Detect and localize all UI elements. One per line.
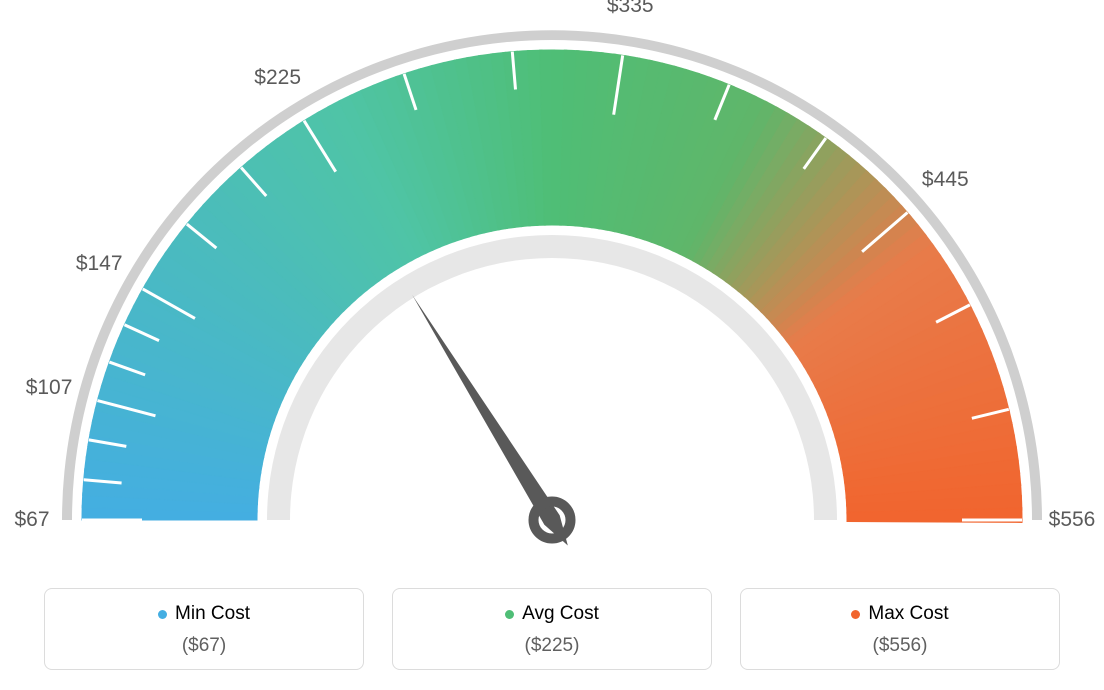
legend-value-min: ($67) (55, 635, 353, 657)
legend-title-text: Min Cost (175, 603, 250, 625)
gauge-tick-label: $107 (26, 376, 73, 400)
legend-title-max: Max Cost (851, 603, 948, 625)
gauge-tick-label: $556 (1049, 508, 1096, 532)
legend-value-max: ($556) (751, 635, 1049, 657)
gauge-tick-label: $67 (14, 508, 49, 532)
legend-title-text: Max Cost (868, 603, 948, 625)
legend-title-min: Min Cost (158, 603, 250, 625)
legend-dot-icon (851, 610, 860, 619)
legend-dot-icon (505, 610, 514, 619)
legend-row: Min Cost ($67) Avg Cost ($225) Max Cost … (44, 588, 1060, 670)
cost-gauge-container: $67 $107 $147 $225 $335 $445 $556 Min Cost ($6… (0, 0, 1104, 690)
gauge-tick-label: $225 (254, 66, 301, 90)
legend-title-avg: Avg Cost (505, 603, 599, 625)
legend-value-avg: ($225) (403, 635, 701, 657)
legend-card-min: Min Cost ($67) (44, 588, 364, 670)
gauge-tick-label: $335 (607, 0, 654, 18)
legend-card-max: Max Cost ($556) (740, 588, 1060, 670)
legend-dot-icon (158, 610, 167, 619)
gauge-tick-label: $445 (922, 168, 969, 192)
legend-card-avg: Avg Cost ($225) (392, 588, 712, 670)
gauge-tick-label: $147 (76, 252, 123, 276)
gauge-chart: $67 $107 $147 $225 $335 $445 $556 (0, 0, 1104, 560)
legend-title-text: Avg Cost (522, 603, 599, 625)
